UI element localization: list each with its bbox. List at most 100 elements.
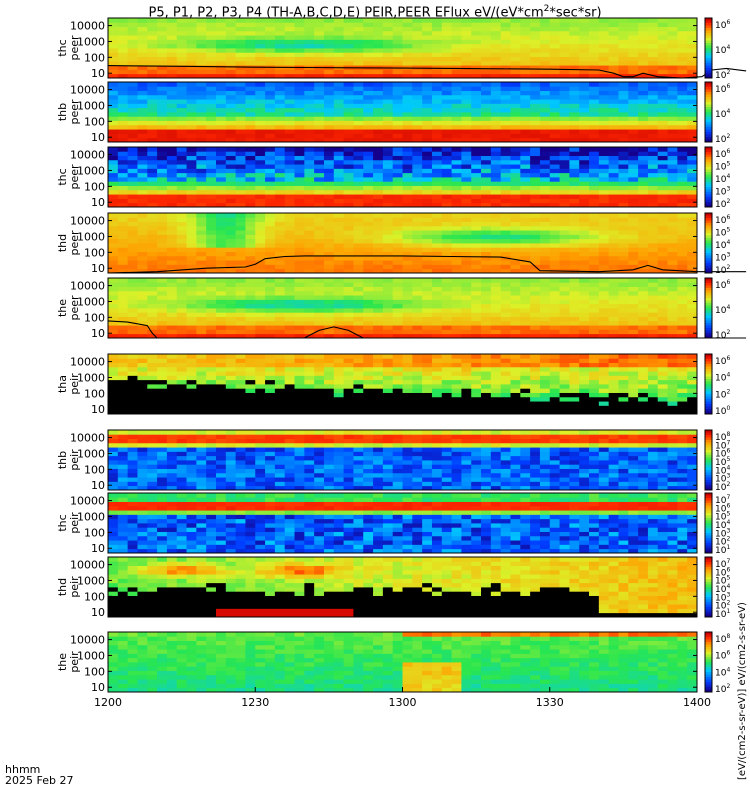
heat-cell (549, 217, 560, 222)
heat-cell (510, 392, 521, 398)
heat-cell (314, 185, 325, 191)
heat-cell (687, 94, 698, 100)
heat-cell (215, 213, 227, 218)
heat-cell (235, 164, 246, 169)
heat-cell (147, 107, 158, 113)
heat-cell (196, 99, 207, 104)
heat-cell (687, 181, 698, 186)
heat-cell (108, 94, 119, 100)
heat-cell (225, 56, 237, 62)
heat-cell (569, 65, 580, 70)
heat-cell (481, 73, 492, 79)
heat-cell (176, 375, 187, 381)
heat-cell (117, 238, 129, 244)
heat-cell (245, 268, 256, 274)
heat-cell (530, 48, 541, 53)
heat-cell (490, 238, 502, 244)
heat-cell (441, 35, 452, 40)
heat-cell (500, 69, 511, 75)
heat-cell (520, 375, 531, 381)
heat-cell (481, 282, 492, 287)
colorbar-cell (705, 318, 712, 321)
heat-cell (638, 234, 649, 240)
heat-cell (176, 384, 187, 389)
heat-cell (451, 22, 462, 27)
heat-cell (451, 388, 462, 393)
heat-cell (677, 213, 688, 218)
heat-cell (304, 26, 315, 32)
heat-cell (451, 225, 462, 231)
heat-cell (323, 73, 335, 79)
heat-cell (176, 39, 187, 45)
heat-cell (196, 264, 207, 270)
heat-cell (363, 255, 374, 261)
heat-cell (579, 221, 590, 227)
heat-cell (235, 303, 246, 309)
heat-cell (598, 124, 610, 130)
heat-cell (186, 86, 197, 91)
heat-cell (117, 268, 129, 274)
heat-cell (520, 198, 531, 204)
heat-cell (245, 290, 256, 296)
heat-cell (481, 329, 492, 335)
heat-cell (235, 282, 246, 287)
heat-cell (618, 39, 629, 45)
heat-cell (431, 198, 443, 204)
heat-cell (333, 185, 344, 191)
heat-cell (284, 107, 295, 113)
heat-cell (579, 39, 590, 45)
heat-cell (657, 22, 668, 27)
heat-cell (215, 22, 227, 27)
heat-cell (363, 312, 374, 317)
heat-cell (667, 260, 678, 265)
heat-cell (127, 286, 138, 292)
heat-cell (157, 278, 168, 283)
heat-cell (382, 30, 394, 36)
colorbar-cell (705, 162, 712, 165)
heat-cell (628, 312, 639, 317)
heat-cell (392, 325, 403, 330)
heat-cell (166, 116, 178, 121)
heat-cell (638, 94, 649, 100)
heat-cell (304, 243, 315, 248)
heat-cell (274, 308, 286, 313)
heat-cell (589, 290, 600, 296)
heat-cell (608, 65, 619, 70)
heat-cell (638, 213, 649, 218)
heat-cell (422, 48, 433, 53)
heat-cell (441, 116, 452, 121)
heat-cell (117, 168, 129, 174)
heat-cell (333, 133, 344, 139)
heat-cell (382, 177, 394, 182)
heat-cell (490, 185, 502, 191)
heat-cell (255, 303, 266, 309)
heat-cell (657, 116, 668, 121)
heat-cell (284, 99, 295, 104)
heat-cell (206, 133, 217, 139)
heat-cell (245, 94, 256, 100)
heat-cell (481, 286, 492, 292)
heat-cell (539, 388, 551, 393)
heat-cell (392, 320, 403, 326)
heat-cell (667, 308, 678, 313)
heat-cell (137, 401, 148, 406)
heat-cell (647, 299, 659, 305)
heat-cell (196, 94, 207, 100)
heat-cell (520, 312, 531, 317)
heat-cell (628, 99, 639, 104)
heat-cell (127, 185, 138, 191)
heat-cell (481, 268, 492, 274)
colorbar-cell (705, 53, 712, 56)
heat-cell (176, 120, 187, 126)
heat-cell (196, 73, 207, 79)
heat-cell (186, 147, 197, 152)
heat-cell (608, 329, 619, 335)
heat-cell (520, 238, 531, 244)
heat-cell (579, 299, 590, 305)
heat-cell (373, 379, 384, 385)
heat-cell (353, 396, 364, 402)
heat-cell (382, 129, 394, 134)
heat-cell (353, 405, 364, 411)
heat-cell (559, 151, 570, 156)
heat-cell (559, 103, 570, 109)
